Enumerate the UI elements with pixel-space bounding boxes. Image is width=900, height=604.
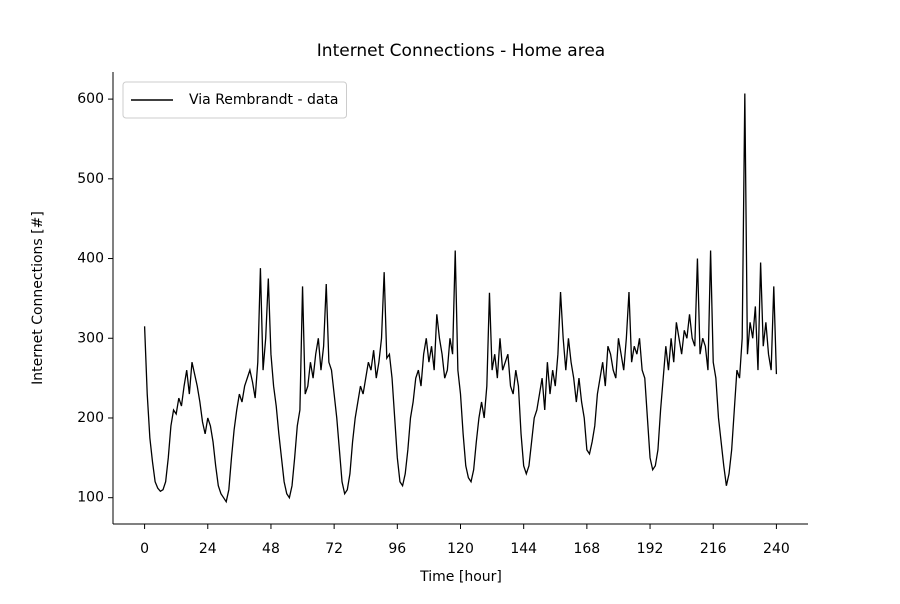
x-tick-label: 192 [637, 541, 664, 557]
legend-box [122, 81, 347, 119]
x-tick-label: 240 [763, 541, 790, 557]
y-axis-label: Internet Connections [#] [30, 211, 46, 385]
y-tick-label: 300 [77, 330, 104, 346]
x-tick-label: 48 [262, 541, 280, 557]
x-tick-label: 120 [447, 541, 474, 557]
x-tick-label: 96 [388, 541, 406, 557]
x-axis-label: Time [hour] [419, 569, 502, 585]
x-tick-label: 72 [325, 541, 343, 557]
x-tick-label: 144 [510, 541, 537, 557]
x-tick-label: 216 [700, 541, 727, 557]
legend-label: Via Rembrandt - data [189, 92, 339, 108]
y-tick-label: 600 [77, 91, 104, 107]
y-tick-label: 400 [77, 251, 104, 267]
y-tick-label: 100 [77, 490, 104, 506]
y-tick-label: 200 [77, 410, 104, 426]
x-tick-label: 168 [573, 541, 600, 557]
x-tick-label: 0 [140, 541, 149, 557]
x-tick-label: 24 [199, 541, 217, 557]
chart-title: Internet Connections - Home area [317, 41, 605, 61]
y-tick-label: 500 [77, 171, 104, 187]
data-line [143, 93, 778, 504]
